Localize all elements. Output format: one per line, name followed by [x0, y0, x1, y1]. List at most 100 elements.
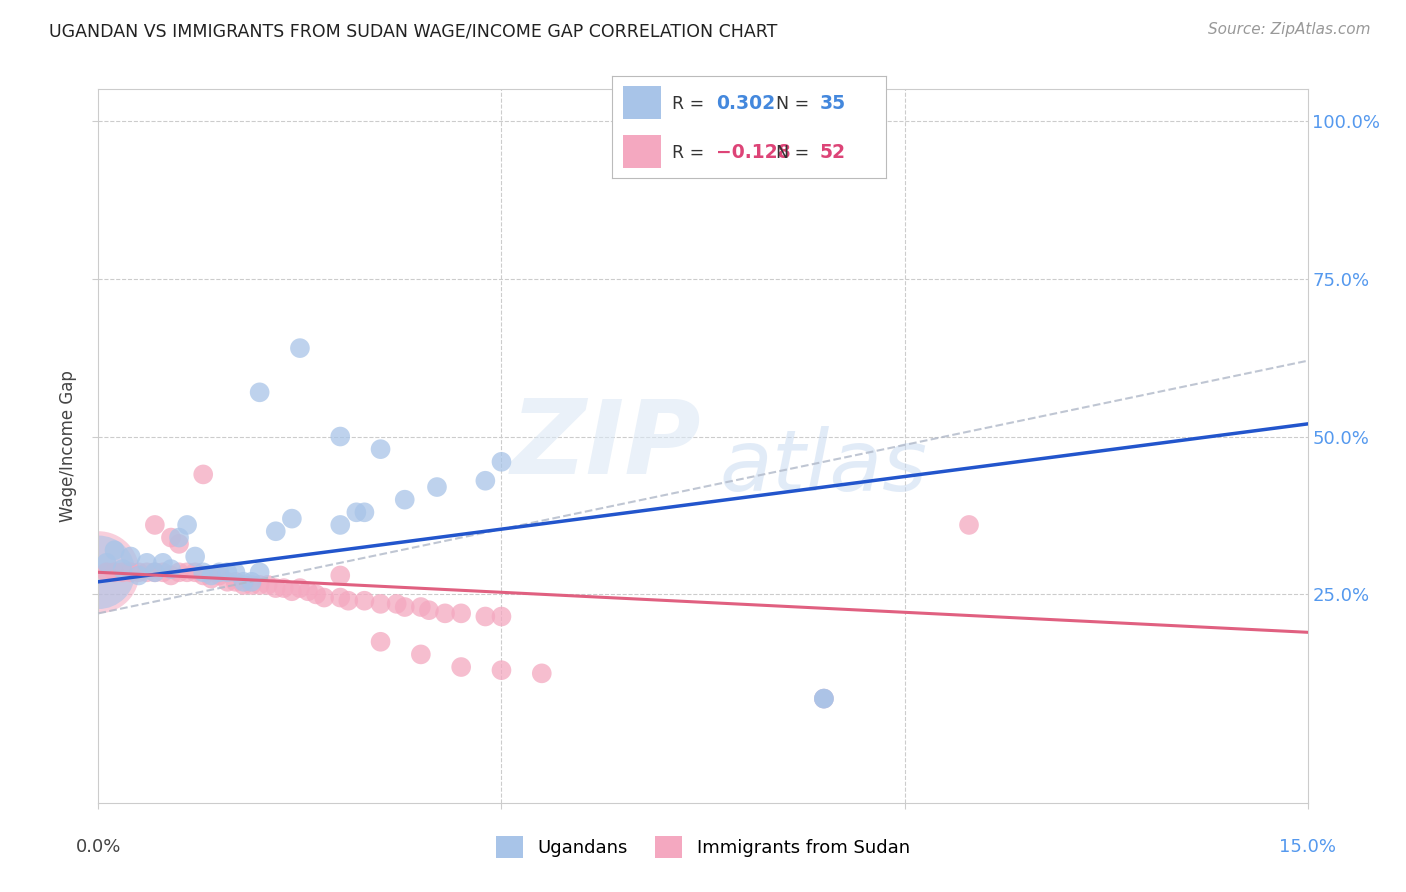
Point	[434, 607, 457, 621]
Point	[314, 591, 336, 605]
Point	[87, 566, 110, 580]
Point	[135, 556, 157, 570]
Point	[232, 578, 254, 592]
Point	[167, 531, 190, 545]
Point	[103, 543, 125, 558]
Point	[288, 581, 311, 595]
Point	[120, 566, 142, 580]
Text: 52: 52	[820, 144, 846, 162]
Text: UGANDAN VS IMMIGRANTS FROM SUDAN WAGE/INCOME GAP CORRELATION CHART: UGANDAN VS IMMIGRANTS FROM SUDAN WAGE/IN…	[49, 22, 778, 40]
Point	[385, 597, 408, 611]
Text: ZIP: ZIP	[510, 395, 702, 497]
Point	[337, 593, 360, 607]
Point	[450, 660, 472, 674]
Point	[264, 581, 287, 595]
Point	[111, 566, 134, 580]
Point	[217, 574, 239, 589]
Text: 35: 35	[820, 94, 846, 113]
Point	[329, 429, 352, 443]
Point	[409, 648, 432, 662]
Point	[128, 566, 150, 580]
Point	[152, 566, 174, 580]
Point	[450, 607, 472, 621]
Point	[120, 549, 142, 564]
Point	[200, 572, 222, 586]
Point	[491, 663, 513, 677]
Point	[426, 480, 449, 494]
Point	[143, 566, 166, 580]
Point	[249, 385, 271, 400]
Point	[87, 566, 110, 580]
Point	[813, 691, 835, 706]
Text: atlas: atlas	[720, 425, 928, 509]
Point	[193, 568, 215, 582]
Point	[394, 600, 416, 615]
Point	[370, 597, 392, 611]
Point	[409, 600, 432, 615]
Point	[128, 568, 150, 582]
Point	[103, 566, 125, 580]
Point	[240, 578, 263, 592]
Point	[208, 568, 231, 582]
Text: Source: ZipAtlas.com: Source: ZipAtlas.com	[1208, 22, 1371, 37]
Point	[200, 568, 222, 582]
Point	[143, 517, 166, 532]
Point	[370, 634, 392, 648]
Point	[96, 566, 118, 580]
Point	[281, 511, 304, 525]
Point	[193, 467, 215, 482]
Text: R =: R =	[672, 95, 710, 112]
Point	[143, 566, 166, 580]
Point	[957, 517, 980, 532]
Point	[281, 584, 304, 599]
Point	[111, 562, 134, 576]
Point	[297, 584, 319, 599]
Point	[353, 593, 375, 607]
Point	[176, 566, 198, 580]
Point	[813, 691, 835, 706]
Point	[813, 691, 835, 706]
Point	[491, 455, 513, 469]
Point	[474, 609, 496, 624]
Text: R =: R =	[672, 144, 710, 161]
Point	[264, 524, 287, 539]
Legend: Ugandans, Immigrants from Sudan: Ugandans, Immigrants from Sudan	[489, 829, 917, 865]
Text: 0.302: 0.302	[716, 94, 775, 113]
Point	[184, 549, 207, 564]
Point	[329, 517, 352, 532]
Y-axis label: Wage/Income Gap: Wage/Income Gap	[59, 370, 77, 522]
Point	[224, 566, 246, 580]
Point	[418, 603, 440, 617]
Point	[329, 591, 352, 605]
Text: N =: N =	[776, 144, 815, 161]
Point	[394, 492, 416, 507]
Point	[530, 666, 553, 681]
Text: 0.0%: 0.0%	[76, 838, 121, 855]
Point	[474, 474, 496, 488]
Point	[160, 562, 183, 576]
Point	[160, 568, 183, 582]
Point	[96, 556, 118, 570]
Point	[353, 505, 375, 519]
Point	[288, 341, 311, 355]
Point	[240, 574, 263, 589]
Point	[208, 566, 231, 580]
Point	[273, 581, 295, 595]
Point	[217, 566, 239, 580]
Point	[167, 537, 190, 551]
Point	[249, 566, 271, 580]
Point	[344, 505, 367, 519]
Bar	[623, 136, 661, 168]
Point	[491, 609, 513, 624]
Point	[135, 566, 157, 580]
Point	[329, 568, 352, 582]
Text: N =: N =	[776, 95, 815, 112]
Text: 15.0%: 15.0%	[1279, 838, 1336, 855]
Point	[160, 531, 183, 545]
Point	[256, 578, 278, 592]
Point	[184, 566, 207, 580]
Point	[224, 574, 246, 589]
Point	[167, 566, 190, 580]
Bar	[623, 87, 661, 119]
Point	[232, 574, 254, 589]
